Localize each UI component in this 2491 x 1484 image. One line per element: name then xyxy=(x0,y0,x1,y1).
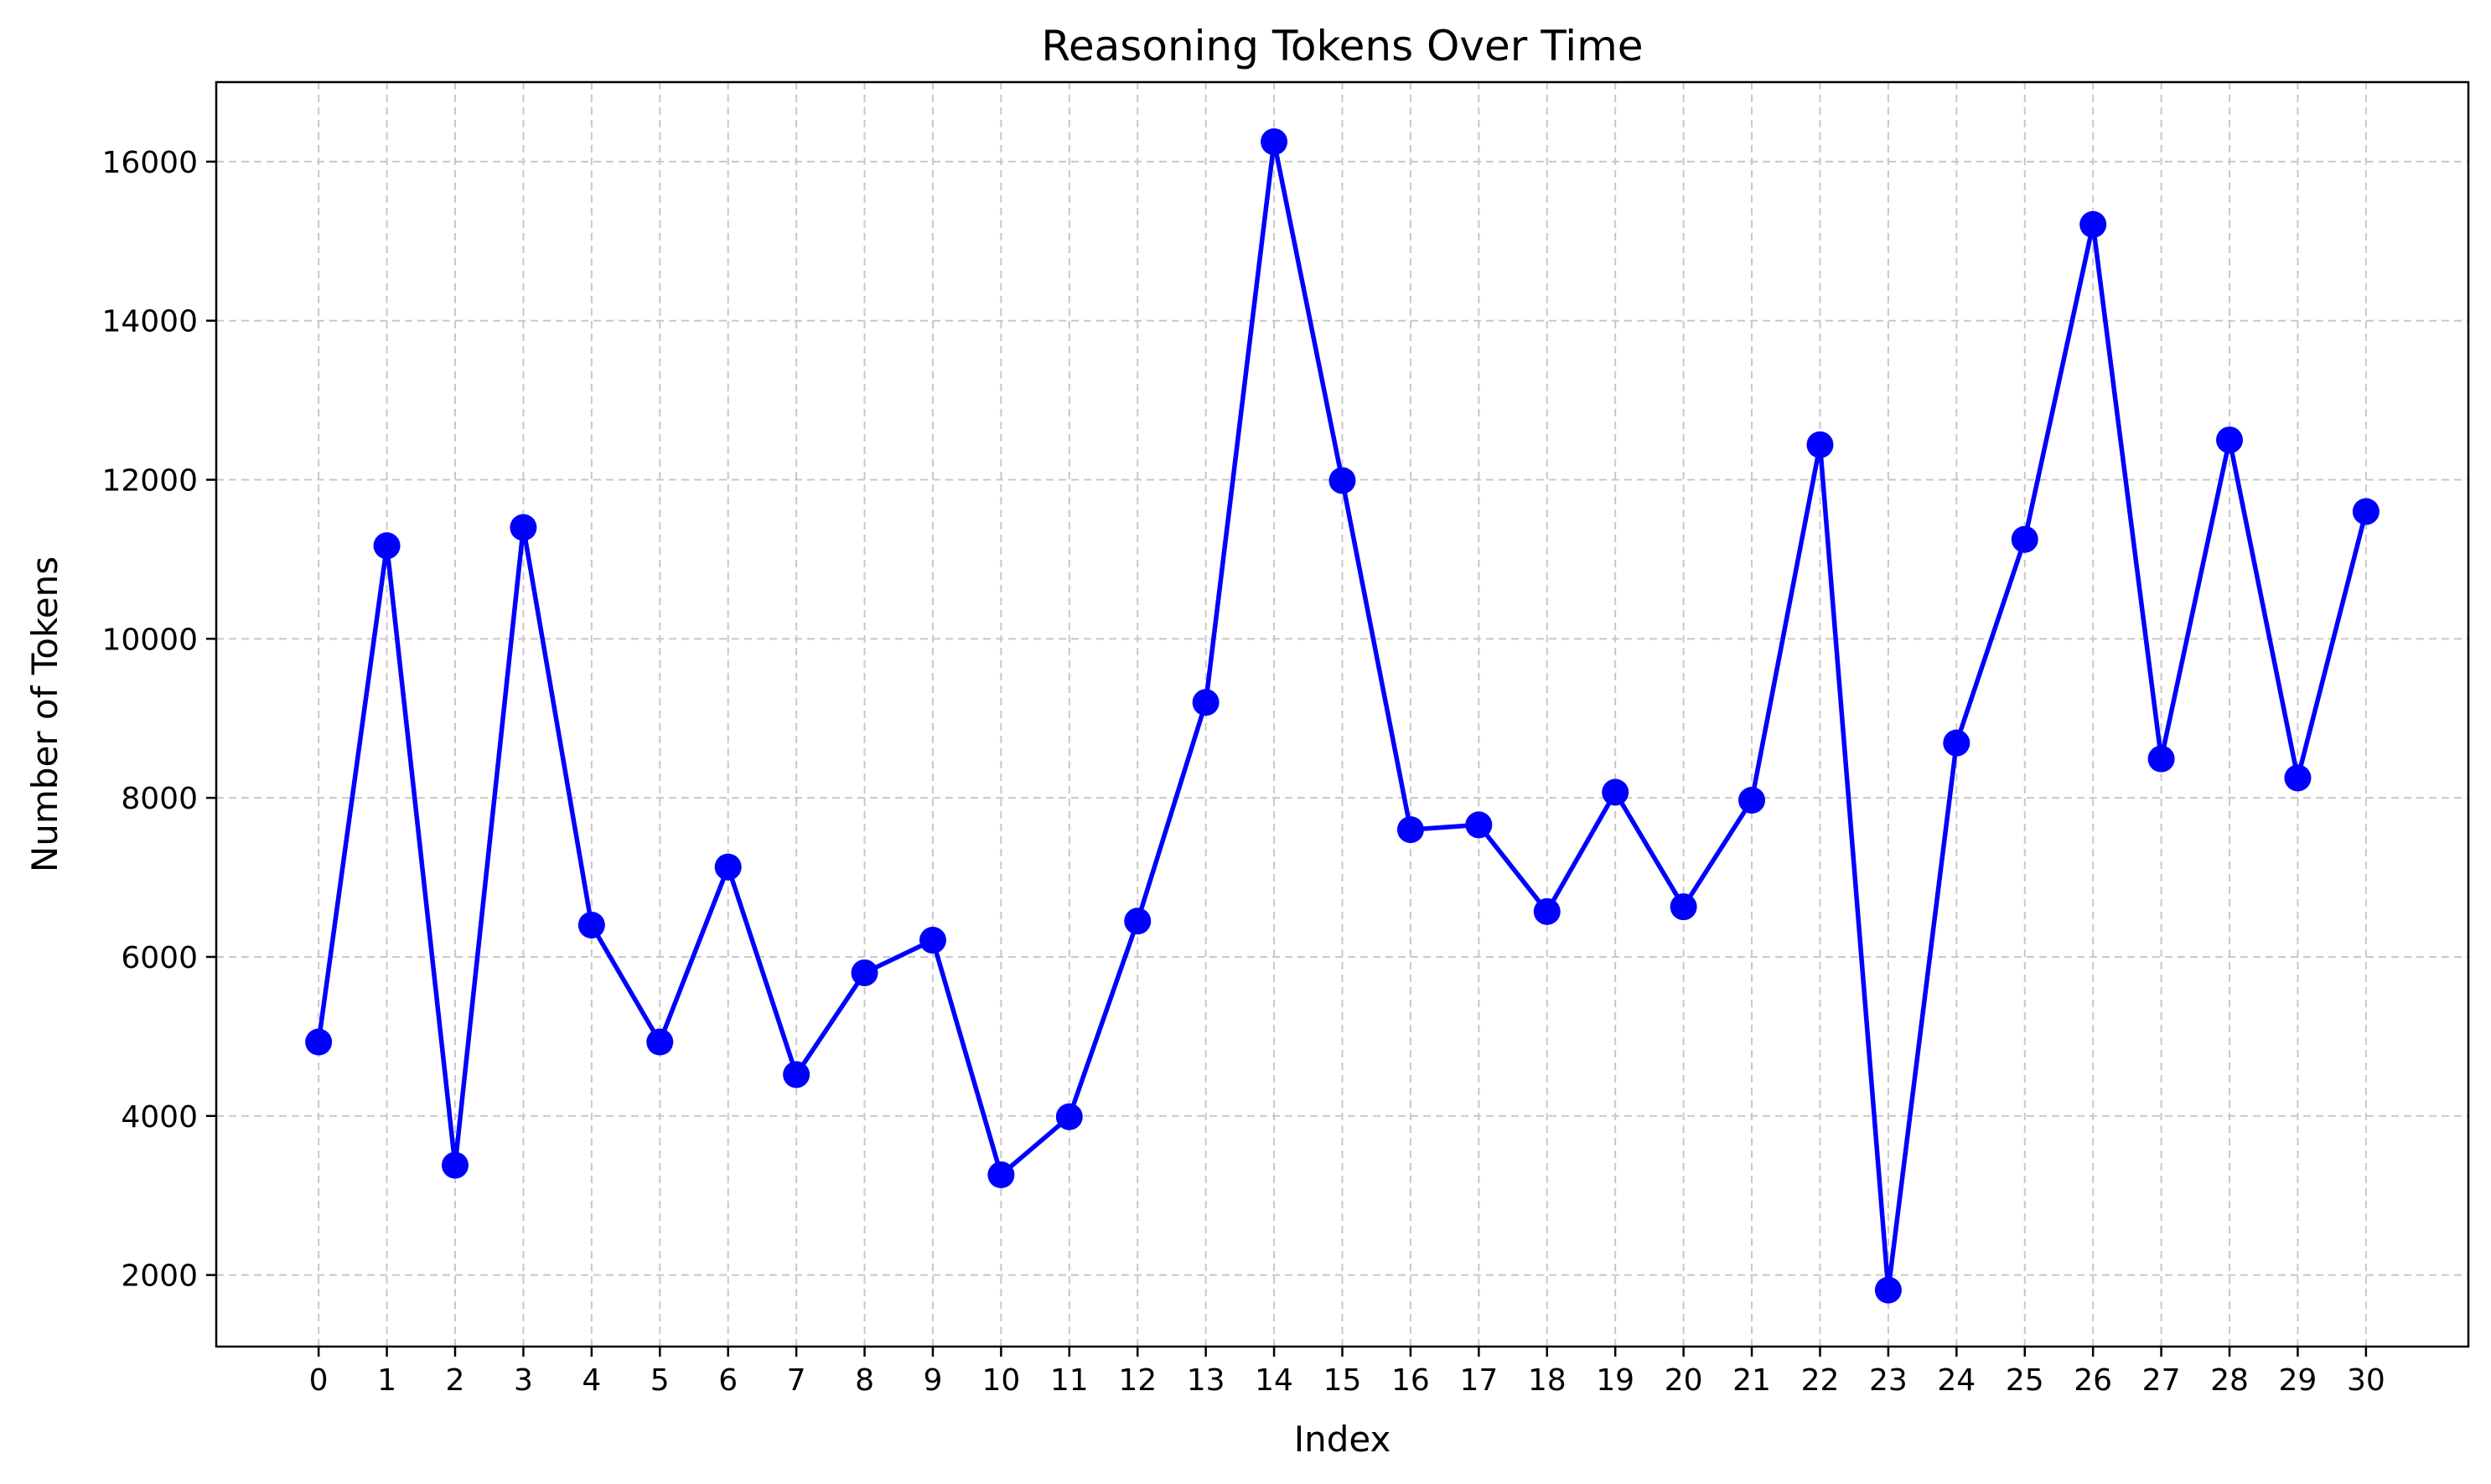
x-tick-label: 16 xyxy=(1391,1363,1430,1398)
data-point xyxy=(1874,1276,1902,1304)
data-point xyxy=(1806,431,1834,458)
x-tick-label: 10 xyxy=(981,1363,1020,1398)
y-tick-label: 2000 xyxy=(121,1259,198,1294)
y-tick-label: 12000 xyxy=(101,464,198,499)
data-point xyxy=(783,1061,810,1088)
x-tick-label: 5 xyxy=(650,1363,670,1398)
data-point xyxy=(305,1028,333,1056)
data-point xyxy=(510,514,537,541)
x-tick-label: 6 xyxy=(718,1363,738,1398)
x-tick-label: 21 xyxy=(1732,1363,1771,1398)
x-tick-label: 24 xyxy=(1937,1363,1976,1398)
data-point xyxy=(2216,427,2244,454)
y-tick-label: 16000 xyxy=(101,146,198,180)
x-tick-label: 3 xyxy=(514,1363,533,1398)
data-point xyxy=(714,853,742,881)
data-point xyxy=(1465,811,1493,839)
data-point xyxy=(919,927,946,954)
x-tick-label: 8 xyxy=(855,1363,874,1398)
x-tick-label: 26 xyxy=(2074,1363,2112,1398)
x-tick-label: 13 xyxy=(1187,1363,1225,1398)
x-tick-label: 4 xyxy=(582,1363,601,1398)
x-axis-ticks: 0 1 2 3 4 5 6 7 8 9 10 11 12 13 14 15 16 17 18 19 20 21 22 23 24… xyxy=(309,1347,2385,1398)
x-axis-label: Index xyxy=(1294,1419,1391,1460)
data-point xyxy=(2079,210,2107,238)
y-axis-ticks: 2000 4000 6000 8000 10000 12000 14000 16000 xyxy=(101,146,216,1294)
data-point xyxy=(987,1161,1015,1189)
data-point xyxy=(1943,729,1971,757)
x-tick-label: 27 xyxy=(2142,1363,2181,1398)
data-point xyxy=(851,959,878,986)
y-tick-label: 6000 xyxy=(121,941,198,975)
x-tick-label: 11 xyxy=(1050,1363,1089,1398)
data-point xyxy=(1261,128,1288,156)
data-point xyxy=(1396,816,1424,844)
series-layer xyxy=(305,128,2380,1304)
x-tick-label: 7 xyxy=(787,1363,806,1398)
x-tick-label: 25 xyxy=(2006,1363,2044,1398)
data-point xyxy=(441,1151,469,1179)
x-tick-label: 29 xyxy=(2279,1363,2318,1398)
x-tick-label: 30 xyxy=(2347,1363,2385,1398)
x-tick-label: 20 xyxy=(1665,1363,1703,1398)
x-tick-label: 23 xyxy=(1869,1363,1908,1398)
data-point xyxy=(1602,778,1629,806)
x-tick-label: 19 xyxy=(1596,1363,1634,1398)
y-axis-label: Number of Tokens xyxy=(24,556,65,872)
data-point xyxy=(1124,907,1152,935)
x-tick-label: 15 xyxy=(1323,1363,1362,1398)
x-tick-label: 17 xyxy=(1459,1363,1498,1398)
data-point xyxy=(577,912,605,938)
data-point xyxy=(1533,897,1561,925)
data-point xyxy=(1328,467,1356,494)
data-point xyxy=(2147,745,2175,773)
x-tick-label: 14 xyxy=(1255,1363,1293,1398)
y-tick-label: 10000 xyxy=(101,623,198,657)
y-tick-label: 4000 xyxy=(121,1100,198,1135)
x-tick-label: 0 xyxy=(309,1363,329,1398)
data-point xyxy=(1670,893,1697,921)
data-point xyxy=(2352,498,2380,525)
data-point xyxy=(1738,786,1766,814)
x-tick-label: 22 xyxy=(1801,1363,1840,1398)
x-tick-label: 1 xyxy=(377,1363,396,1398)
data-point xyxy=(1192,689,1220,716)
x-tick-label: 28 xyxy=(2210,1363,2249,1398)
data-point xyxy=(2011,525,2038,553)
x-tick-label: 2 xyxy=(446,1363,465,1398)
data-point xyxy=(1055,1103,1083,1130)
x-tick-label: 9 xyxy=(924,1363,943,1398)
x-tick-label: 12 xyxy=(1118,1363,1157,1398)
data-point xyxy=(646,1028,674,1056)
data-point xyxy=(373,532,401,560)
chart-title: Reasoning Tokens Over Time xyxy=(1041,22,1643,70)
x-tick-label: 18 xyxy=(1528,1363,1567,1398)
y-tick-label: 8000 xyxy=(121,782,198,816)
y-tick-label: 14000 xyxy=(101,305,198,339)
data-point xyxy=(2284,764,2312,792)
